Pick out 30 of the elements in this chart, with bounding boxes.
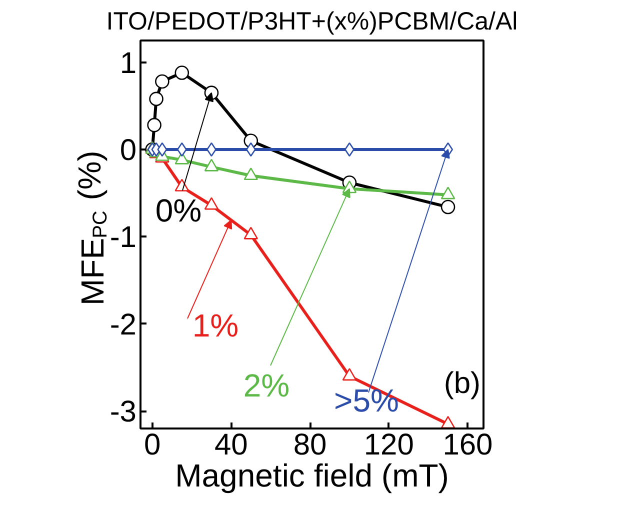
point: [244, 226, 258, 240]
point: [244, 167, 258, 180]
point: [176, 142, 187, 157]
annotation: >5%: [334, 382, 399, 418]
point: [342, 368, 357, 381]
point: [344, 142, 354, 157]
point: [246, 142, 256, 157]
point: [206, 142, 216, 157]
point: [155, 74, 170, 89]
point: [174, 178, 190, 192]
x-tick-label: 0: [144, 428, 161, 462]
chart-title: ITO/PEDOT/P3HT+(x%)PCBM/Ca/Al: [106, 8, 518, 36]
point: [204, 197, 219, 210]
y-axis-title: MFEPC (%): [72, 150, 112, 306]
y-tick-label: -3: [110, 396, 137, 429]
annotation: (b): [444, 367, 481, 400]
y-tick-label: -1: [110, 221, 137, 254]
point: [440, 200, 456, 214]
annotation: 2%: [243, 368, 290, 404]
point: [157, 142, 168, 157]
y-tick-label: 1: [120, 46, 137, 80]
point: [147, 118, 162, 132]
point: [149, 92, 164, 106]
y-tick-label: 0: [120, 134, 137, 167]
y-tick-label: -2: [110, 308, 137, 342]
point: [440, 186, 456, 200]
point: [204, 158, 219, 172]
point: [174, 66, 190, 80]
annotation: 0%: [155, 192, 202, 228]
annotation: 1%: [192, 308, 239, 344]
